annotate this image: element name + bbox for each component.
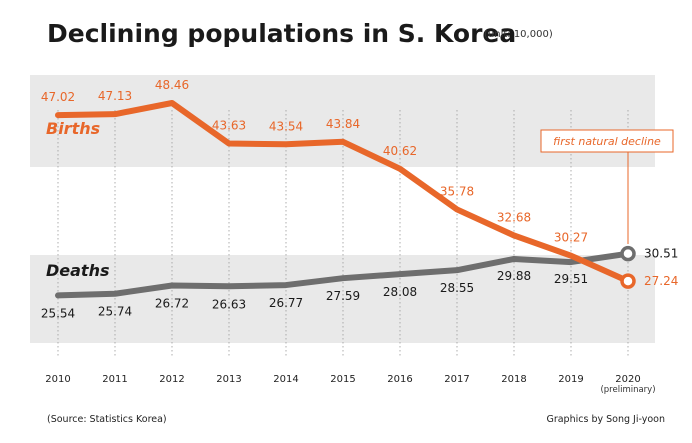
deaths-value-2010: 25.54 xyxy=(41,306,75,320)
x-tick-2017: 2017 xyxy=(444,374,469,385)
deaths-end-point xyxy=(620,245,636,262)
x-tick-2020: 2020 xyxy=(615,374,640,385)
births-value-2010: 47.02 xyxy=(41,90,75,104)
deaths-value-2012: 26.72 xyxy=(155,296,189,310)
deaths-line xyxy=(55,250,631,299)
deaths-value-2014: 26.77 xyxy=(269,296,303,310)
x-tick-2011: 2011 xyxy=(102,374,127,385)
deaths-value-2018: 29.88 xyxy=(497,269,531,283)
deaths-value-2017: 28.55 xyxy=(440,281,474,295)
x-tick-2015: 2015 xyxy=(330,374,355,385)
x-sublabel-preliminary: (preliminary) xyxy=(600,385,655,395)
births-value-2014: 43.54 xyxy=(269,119,303,133)
births-value-2018: 32.68 xyxy=(497,210,531,224)
deaths-value-2020: 30.51 xyxy=(644,247,678,261)
deaths-value-2011: 25.74 xyxy=(98,305,132,319)
births-value-2017: 35.78 xyxy=(440,184,474,198)
births-end-point xyxy=(620,273,636,289)
credit-note: Graphics by Song Ji-yoon xyxy=(546,414,665,425)
births-value-2015: 43.84 xyxy=(326,117,360,131)
deaths-band xyxy=(30,255,655,343)
births-value-2013: 43.63 xyxy=(212,119,246,133)
chart-title: Declining populations in S. Korea xyxy=(47,19,516,48)
x-tick-2012: 2012 xyxy=(159,374,184,385)
deaths-value-2015: 27.59 xyxy=(326,289,360,303)
births-value-2012: 48.46 xyxy=(155,78,189,92)
births-series-label: Births xyxy=(46,119,100,138)
x-tick-2013: 2013 xyxy=(216,374,241,385)
annotation-box xyxy=(540,129,674,153)
x-tick-2010: 2010 xyxy=(45,374,70,385)
deaths-value-2016: 28.08 xyxy=(383,285,417,299)
annotation-text: first natural decline xyxy=(553,135,661,148)
source-note: (Source: Statistics Korea) xyxy=(47,414,167,425)
x-tick-2019: 2019 xyxy=(558,374,583,385)
deaths-value-2019: 29.51 xyxy=(554,272,588,286)
x-tick-2014: 2014 xyxy=(273,374,298,385)
deaths-series-label: Deaths xyxy=(46,261,110,280)
x-tick-2016: 2016 xyxy=(387,374,412,385)
births-value-2019: 30.27 xyxy=(554,231,588,245)
births-value-2020: 27.24 xyxy=(644,274,678,288)
births-line xyxy=(55,100,631,285)
deaths-value-2013: 26.63 xyxy=(212,297,246,311)
unit-note: (unit: 10,000) xyxy=(484,29,553,40)
births-value-2016: 40.62 xyxy=(383,144,417,158)
x-tick-2018: 2018 xyxy=(501,374,526,385)
births-value-2011: 47.13 xyxy=(98,89,132,103)
